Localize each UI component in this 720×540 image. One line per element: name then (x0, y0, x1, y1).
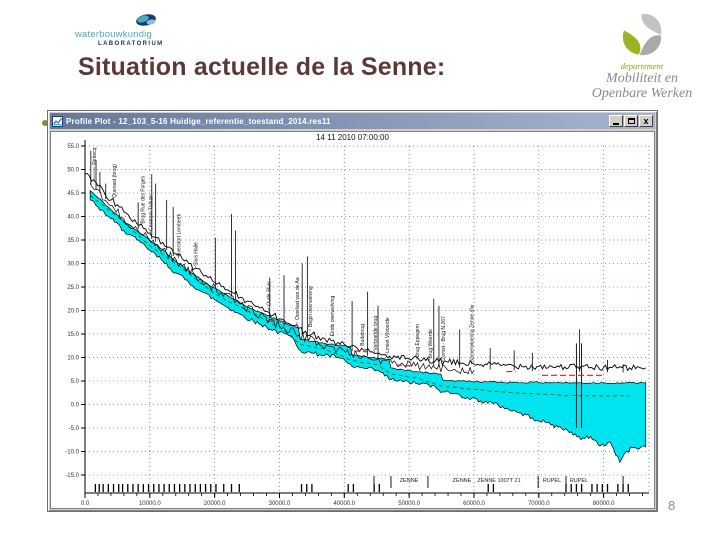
svg-text:Limiet Vilvoorde: Limiet Vilvoorde (385, 317, 391, 353)
profile-chart: ZENNE ZENNE ZENNE 1007T 21 RUPEL RUPEL Rebecq… (65, 140, 650, 507)
svg-text:Einde overwelving: Einde overwelving (330, 296, 336, 337)
svg-text:15.0: 15.0 (67, 332, 79, 338)
page-title: Situation actuelle de la Senne: (78, 53, 446, 81)
svg-text:Brug Eppegem: Brug Eppegem (415, 324, 421, 357)
svg-text:Overstort Lembeek: Overstort Lembeek (177, 213, 183, 256)
waterbouwkundig-swirl-icon (136, 14, 156, 26)
svg-text:Quenast (brug): Quenast (brug) (112, 164, 118, 198)
chart-timestamp: 14 11 2010 07:00:00 (316, 133, 389, 142)
logo-text-openbare-werken: Openbare Werken (591, 86, 693, 101)
logo-text-laboratorium: LABORATORIUM (98, 41, 164, 47)
svg-text:25.0: 25.0 (67, 285, 79, 291)
svg-text:Centrum Tubize: Centrum Tubize (148, 195, 154, 231)
window-title-bar[interactable]: Profile Plot - 12_103_5-16 Huidige_refer… (50, 113, 655, 129)
logo-text-mobiliteit: Mobiliteit en (606, 71, 678, 86)
minimize-button[interactable] (609, 115, 623, 127)
svg-text:55.0: 55.0 (67, 144, 79, 150)
close-button[interactable]: x (639, 115, 653, 127)
maximize-icon (627, 118, 635, 124)
svg-text:ZENNE: ZENNE (453, 478, 472, 484)
maximize-button[interactable] (624, 115, 638, 127)
minimize-icon (613, 122, 619, 125)
logo-text-departement: departement (620, 61, 664, 71)
svg-text:Begin overwelving: Begin overwelving (308, 286, 314, 327)
svg-text:RUPEL: RUPEL (570, 478, 588, 484)
app-window: Profile Plot - 12_103_5-16 Huidige_refer… (47, 110, 658, 512)
svg-text:Brug Rue des Forges: Brug Rue des Forges (141, 176, 147, 224)
svg-text:0.0: 0.0 (81, 501, 90, 507)
svg-text:RUPEL: RUPEL (543, 478, 561, 484)
bullet-dot (42, 120, 48, 126)
svg-text:Brug Weerde: Brug Weerde (428, 329, 434, 359)
svg-text:Zemst - Brug N.267: Zemst - Brug N.267 (441, 316, 447, 360)
svg-text:50000.0: 50000.0 (398, 501, 420, 507)
svg-text:-5.0: -5.0 (69, 426, 80, 432)
svg-text:60000.0: 60000.0 (463, 501, 485, 507)
svg-text:Rebecq: Rebecq (92, 147, 98, 164)
svg-text:0.0: 0.0 (71, 403, 80, 409)
svg-text:Budabrug: Budabrug (360, 324, 366, 346)
svg-text:35.0: 35.0 (67, 238, 79, 244)
close-icon: x (643, 115, 649, 126)
svg-text:45.0: 45.0 (67, 191, 79, 197)
logo-text-waterbouwkundig: waterbouwkundig (75, 29, 152, 40)
svg-text:5.0: 5.0 (71, 379, 80, 385)
mow-logo: departement Mobiliteit en Openbare Werke… (572, 10, 712, 101)
window-app-icon (52, 115, 63, 127)
svg-text:10.0: 10.0 (67, 356, 79, 362)
svg-text:Samenvloeiing Zenne afw: Samenvloeiing Zenne afw (469, 304, 475, 362)
svg-text:ZENNE: ZENNE (400, 478, 419, 484)
svg-text:Oude Sluis: Oude Sluis (266, 281, 272, 306)
svg-text:20.0: 20.0 (67, 309, 79, 315)
svg-text:ZENNE 1007T 21: ZENNE 1007T 21 (477, 478, 520, 484)
svg-text:30.0: 30.0 (67, 262, 79, 268)
svg-text:80000.0: 80000.0 (593, 501, 615, 507)
pinwheel-icon (622, 13, 662, 56)
svg-text:70000.0: 70000.0 (528, 501, 550, 507)
page-number: 8 (668, 498, 676, 513)
svg-text:Overlaat van de Aa: Overlaat van de Aa (295, 277, 301, 320)
svg-text:20000.0: 20000.0 (204, 501, 226, 507)
svg-text:40000.0: 40000.0 (333, 501, 355, 507)
svg-text:-15.0: -15.0 (65, 473, 79, 479)
svg-text:-10.0: -10.0 (65, 450, 79, 456)
svg-text:50.0: 50.0 (67, 168, 79, 174)
svg-text:10000.0: 10000.0 (139, 501, 161, 507)
svg-text:Verbrande brug: Verbrande brug (373, 316, 379, 351)
window-title: Profile Plot - 12_103_5-16 Huidige_refer… (66, 116, 331, 126)
svg-text:30000.0: 30000.0 (269, 501, 291, 507)
window-client-area: 14 11 2010 07:00:00 ZENNE ZENNE ZENNE 1007… (50, 131, 655, 509)
svg-text:Sluis Halle: Sluis Halle (194, 242, 200, 266)
svg-text:40.0: 40.0 (67, 215, 79, 221)
